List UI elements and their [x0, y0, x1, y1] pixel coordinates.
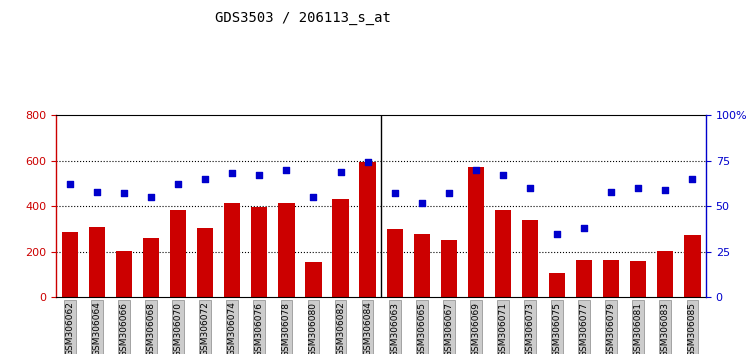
Text: GSM306067: GSM306067: [445, 302, 454, 354]
Text: GSM306071: GSM306071: [499, 302, 508, 354]
Point: [91, 189, 103, 194]
Bar: [468, 167, 484, 297]
Bar: [143, 238, 159, 297]
Bar: [360, 162, 376, 297]
Point: [280, 167, 292, 173]
Point: [470, 167, 482, 173]
Text: GSM306078: GSM306078: [282, 302, 291, 354]
Point: [64, 182, 76, 187]
Point: [253, 172, 265, 178]
Bar: [603, 260, 620, 297]
Bar: [387, 229, 403, 297]
Bar: [549, 273, 566, 297]
Text: GSM306084: GSM306084: [363, 302, 372, 354]
Text: GSM306063: GSM306063: [391, 302, 400, 354]
Point: [389, 190, 401, 196]
Point: [578, 225, 590, 231]
Bar: [116, 251, 132, 297]
Bar: [279, 203, 294, 297]
Bar: [306, 262, 321, 297]
Bar: [89, 227, 105, 297]
Text: GSM306072: GSM306072: [201, 302, 210, 354]
Text: GSM306085: GSM306085: [688, 302, 697, 354]
Point: [551, 231, 563, 236]
Bar: [495, 210, 511, 297]
Point: [659, 187, 671, 193]
Bar: [414, 234, 430, 297]
Bar: [576, 260, 593, 297]
Text: GSM306075: GSM306075: [553, 302, 562, 354]
Text: GSM306080: GSM306080: [309, 302, 318, 354]
Bar: [62, 233, 78, 297]
Bar: [333, 199, 348, 297]
Point: [524, 185, 536, 191]
Bar: [630, 261, 647, 297]
Text: GSM306068: GSM306068: [146, 302, 155, 354]
Text: GSM306066: GSM306066: [119, 302, 128, 354]
Text: GSM306076: GSM306076: [255, 302, 264, 354]
Text: GSM306064: GSM306064: [92, 302, 101, 354]
Text: GSM306077: GSM306077: [580, 302, 589, 354]
Bar: [251, 207, 267, 297]
Text: GSM306069: GSM306069: [472, 302, 481, 354]
Point: [226, 171, 238, 176]
Point: [443, 190, 455, 196]
Text: GDS3503 / 206113_s_at: GDS3503 / 206113_s_at: [216, 11, 391, 25]
Point: [118, 190, 130, 196]
Point: [632, 185, 644, 191]
Bar: [197, 228, 213, 297]
Bar: [170, 210, 186, 297]
Point: [199, 176, 211, 182]
Text: GSM306065: GSM306065: [418, 302, 427, 354]
Point: [172, 182, 184, 187]
Bar: [224, 203, 240, 297]
Text: GSM306070: GSM306070: [173, 302, 182, 354]
Text: GSM306082: GSM306082: [336, 302, 345, 354]
Point: [361, 160, 373, 165]
Bar: [657, 251, 674, 297]
Text: GSM306079: GSM306079: [607, 302, 616, 354]
Text: GSM306062: GSM306062: [65, 302, 74, 354]
Point: [145, 194, 157, 200]
Point: [686, 176, 698, 182]
Point: [605, 189, 617, 194]
Point: [307, 194, 319, 200]
Text: GSM306073: GSM306073: [526, 302, 535, 354]
Text: GSM306074: GSM306074: [228, 302, 237, 354]
Point: [416, 200, 428, 205]
Text: GSM306081: GSM306081: [634, 302, 643, 354]
Bar: [684, 235, 701, 297]
Point: [497, 172, 509, 178]
Text: GSM306083: GSM306083: [661, 302, 670, 354]
Bar: [522, 220, 538, 297]
Bar: [441, 240, 457, 297]
Point: [334, 169, 346, 175]
